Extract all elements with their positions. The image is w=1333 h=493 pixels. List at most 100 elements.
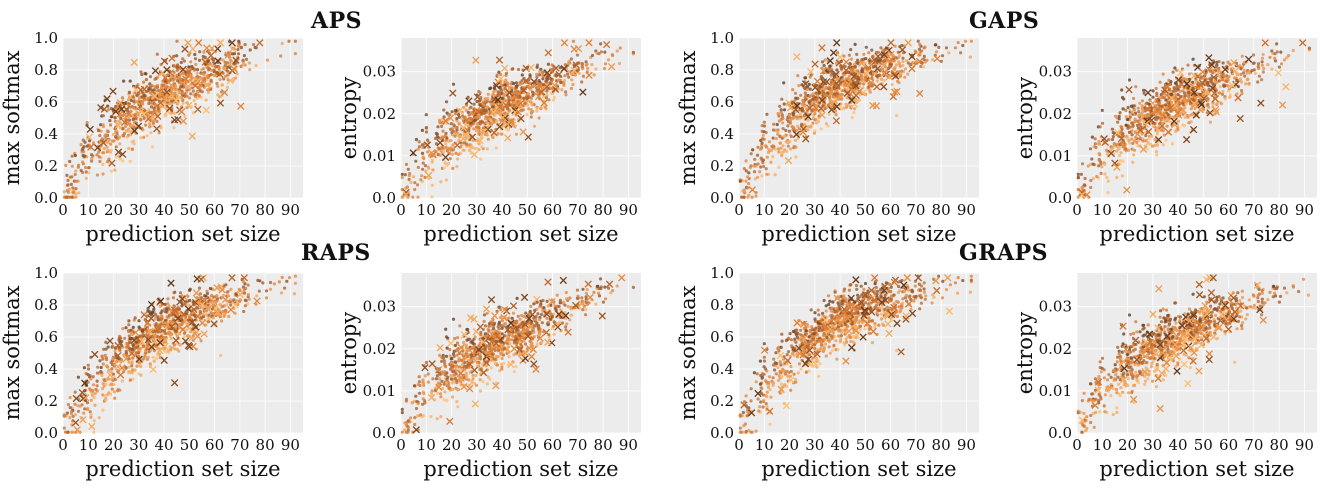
data-point	[1184, 94, 1187, 97]
data-point	[898, 54, 901, 57]
data-point	[479, 158, 482, 161]
data-point	[1105, 176, 1108, 179]
data-point	[283, 287, 286, 290]
data-point	[90, 160, 93, 163]
data-point	[207, 317, 210, 320]
data-point	[1110, 148, 1113, 151]
data-point	[828, 65, 831, 68]
data-point	[741, 190, 744, 193]
data-point	[1260, 78, 1263, 81]
data-point	[1124, 147, 1127, 150]
data-point	[417, 166, 420, 169]
data-point	[1162, 129, 1165, 132]
x-tick-label: 80	[932, 201, 951, 219]
data-point	[1114, 115, 1117, 118]
data-point	[188, 289, 191, 292]
data-point	[63, 415, 66, 418]
data-point	[234, 77, 237, 80]
data-point	[501, 97, 504, 100]
data-point	[530, 97, 533, 100]
data-point	[1155, 87, 1158, 90]
data-point	[1243, 69, 1246, 72]
data-point	[101, 163, 104, 166]
data-point	[1224, 97, 1227, 100]
data-point	[796, 74, 799, 77]
data-point	[780, 98, 783, 101]
x-tick-label: 80	[594, 201, 613, 219]
data-point	[118, 142, 121, 145]
data-point	[215, 82, 218, 85]
data-point	[127, 147, 130, 150]
data-point	[420, 174, 423, 177]
data-point	[853, 107, 856, 110]
data-point	[401, 173, 404, 176]
data-point	[1178, 107, 1181, 110]
data-point	[782, 150, 785, 153]
data-point	[139, 136, 142, 139]
data-point	[242, 310, 245, 313]
data-point	[855, 69, 858, 72]
data-point	[883, 79, 886, 82]
data-point	[746, 175, 749, 178]
data-point	[454, 126, 457, 129]
data-point	[132, 107, 135, 110]
data-point	[597, 52, 600, 55]
x-tick-label: 10	[417, 201, 436, 219]
data-point	[103, 379, 106, 382]
x-tick-label: 30	[1143, 201, 1162, 219]
data-point	[108, 119, 111, 122]
data-point	[221, 83, 224, 86]
data-point	[450, 122, 453, 125]
data-point	[767, 151, 770, 154]
data-point	[87, 171, 90, 174]
data-point	[563, 74, 566, 77]
data-point	[175, 65, 178, 68]
data-point	[456, 157, 459, 160]
data-point	[1117, 148, 1120, 151]
data-point	[180, 61, 183, 64]
data-point	[125, 367, 128, 370]
y-tick-label: 0.8	[34, 61, 58, 79]
data-point	[84, 166, 87, 169]
data-point	[457, 153, 460, 156]
data-point	[294, 40, 297, 43]
data-point	[139, 118, 142, 121]
data-point	[491, 105, 494, 108]
data-point	[1101, 109, 1104, 112]
data-point	[80, 169, 83, 172]
x-tick-label: 70	[230, 201, 249, 219]
data-point	[802, 105, 805, 108]
data-point	[1132, 153, 1135, 156]
data-point	[1156, 129, 1159, 132]
data-point	[237, 40, 240, 43]
data-point	[101, 172, 104, 175]
data-point	[244, 304, 247, 307]
data-point	[109, 123, 112, 126]
data-point	[1083, 183, 1086, 186]
data-point	[1089, 179, 1092, 182]
data-point	[454, 109, 457, 112]
data-point	[255, 294, 258, 297]
data-point	[1261, 57, 1264, 60]
data-point	[175, 330, 178, 333]
x-tick-label: 50	[856, 201, 875, 219]
data-point	[130, 361, 133, 364]
x-tick-label: 30	[467, 201, 486, 219]
data-point	[152, 308, 155, 311]
data-point	[149, 85, 152, 88]
data-point	[169, 314, 172, 317]
data-point	[445, 164, 448, 167]
data-point	[509, 83, 512, 86]
data-point	[1254, 72, 1257, 75]
data-point	[442, 166, 445, 169]
data-point	[269, 288, 272, 291]
data-point	[529, 75, 532, 78]
data-point	[73, 403, 76, 406]
data-point	[876, 79, 879, 82]
data-point	[776, 131, 779, 134]
data-point	[74, 154, 77, 157]
data-point	[821, 60, 824, 63]
data-point	[594, 68, 597, 71]
